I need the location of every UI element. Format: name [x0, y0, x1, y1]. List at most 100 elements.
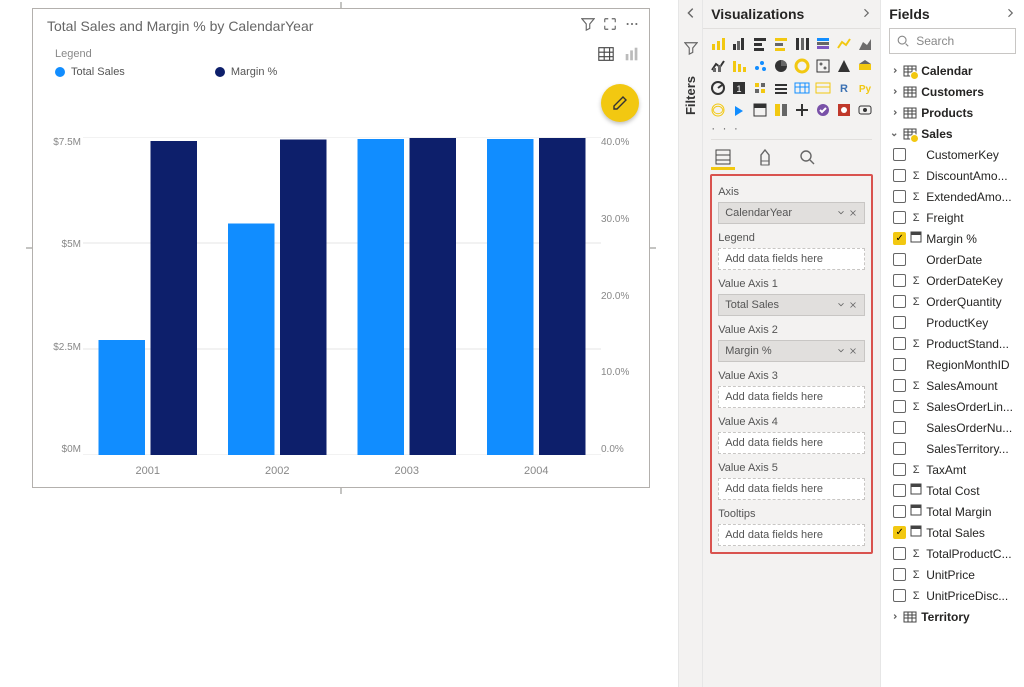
- table-row[interactable]: ⌄Calendar: [885, 60, 1020, 81]
- filters-label: Filters: [683, 76, 698, 115]
- viz-type-icon[interactable]: [793, 79, 811, 97]
- viz-type-icon[interactable]: R: [835, 79, 853, 97]
- format-tab-icon[interactable]: [755, 146, 775, 168]
- field-row[interactable]: SalesOrderNu...: [885, 417, 1020, 438]
- viz-type-icon[interactable]: [772, 57, 790, 75]
- svg-text:Py: Py: [859, 84, 872, 95]
- field-row[interactable]: ProductKey: [885, 312, 1020, 333]
- field-well[interactable]: Total Sales: [718, 294, 865, 316]
- viz-type-icon[interactable]: [814, 101, 832, 119]
- table-row[interactable]: ⌄Territory: [885, 606, 1020, 627]
- viz-type-icon[interactable]: [709, 35, 727, 53]
- field-well[interactable]: Add data fields here: [718, 478, 865, 500]
- viz-type-icon[interactable]: [856, 101, 874, 119]
- viz-gallery: 1 R Py: [703, 29, 880, 121]
- table-row[interactable]: ⌄Sales: [885, 123, 1020, 144]
- viz-type-icon[interactable]: [835, 101, 853, 119]
- chart-plot: [83, 137, 601, 455]
- field-well[interactable]: Add data fields here: [718, 386, 865, 408]
- viz-type-icon[interactable]: 1: [730, 79, 748, 97]
- viz-type-icon[interactable]: [751, 79, 769, 97]
- field-row[interactable]: ΣFreight: [885, 207, 1020, 228]
- chevron-right-icon[interactable]: [860, 6, 872, 22]
- viz-type-icon[interactable]: Py: [856, 79, 874, 97]
- well-label: Value Axis 5: [718, 462, 865, 474]
- field-row[interactable]: ✓Margin %: [885, 228, 1020, 249]
- field-row[interactable]: Total Margin: [885, 501, 1020, 522]
- field-row[interactable]: ΣSalesAmount: [885, 375, 1020, 396]
- fields-search[interactable]: Search: [889, 28, 1016, 54]
- field-well[interactable]: Add data fields here: [718, 524, 865, 546]
- viz-type-icon[interactable]: [793, 101, 811, 119]
- viz-type-icon[interactable]: [730, 35, 748, 53]
- viz-type-icon[interactable]: [856, 35, 874, 53]
- field-row[interactable]: ΣOrderQuantity: [885, 291, 1020, 312]
- viz-type-icon[interactable]: [814, 57, 832, 75]
- field-well[interactable]: Margin %: [718, 340, 865, 362]
- viz-type-icon[interactable]: [751, 57, 769, 75]
- field-row[interactable]: ΣProductStand...: [885, 333, 1020, 354]
- legend-item[interactable]: Total Sales: [55, 66, 125, 78]
- fields-tab-icon[interactable]: [713, 146, 733, 168]
- viz-type-icon[interactable]: [835, 57, 853, 75]
- field-row[interactable]: RegionMonthID: [885, 354, 1020, 375]
- viz-more[interactable]: · · ·: [703, 121, 880, 139]
- viz-type-icon[interactable]: [709, 101, 727, 119]
- well-label: Value Axis 2: [718, 324, 865, 336]
- legend-item[interactable]: Margin %: [215, 66, 277, 78]
- well-label: Axis: [718, 186, 865, 198]
- field-row[interactable]: Total Cost: [885, 480, 1020, 501]
- field-row[interactable]: CustomerKey: [885, 144, 1020, 165]
- viz-type-icon[interactable]: [793, 57, 811, 75]
- field-well[interactable]: Add data fields here: [718, 248, 865, 270]
- field-row[interactable]: ΣExtendedAmo...: [885, 186, 1020, 207]
- chevron-right-icon[interactable]: [1004, 6, 1016, 22]
- viz-type-icon[interactable]: [814, 79, 832, 97]
- field-row[interactable]: ΣUnitPrice: [885, 564, 1020, 585]
- viz-type-icon[interactable]: [772, 101, 790, 119]
- viz-type-icon[interactable]: [730, 101, 748, 119]
- viz-type-icon[interactable]: [856, 57, 874, 75]
- field-row[interactable]: ΣUnitPriceDisc...: [885, 585, 1020, 606]
- viz-type-icon[interactable]: [730, 57, 748, 75]
- analytics-tab-icon[interactable]: [797, 146, 817, 168]
- field-row[interactable]: ΣTaxAmt: [885, 459, 1020, 480]
- well-label: Value Axis 1: [718, 278, 865, 290]
- fields-pane: Fields Search ⌄Calendar⌄Customers⌄Produc…: [881, 0, 1024, 687]
- chart-title: Total Sales and Margin % by CalendarYear: [47, 18, 581, 34]
- chevron-left-icon[interactable]: [684, 6, 698, 23]
- field-row[interactable]: ΣOrderDateKey: [885, 270, 1020, 291]
- field-row[interactable]: OrderDate: [885, 249, 1020, 270]
- focus-icon[interactable]: [603, 17, 617, 34]
- viz-type-icon[interactable]: [709, 79, 727, 97]
- viz-type-icon[interactable]: [814, 35, 832, 53]
- fields-title: Fields: [889, 6, 1004, 22]
- viz-type-icon[interactable]: [835, 35, 853, 53]
- field-row[interactable]: ΣSalesOrderLin...: [885, 396, 1020, 417]
- more-icon[interactable]: [625, 17, 639, 34]
- field-well[interactable]: CalendarYear: [718, 202, 865, 224]
- filter-icon[interactable]: [581, 17, 595, 34]
- field-row[interactable]: ✓Total Sales: [885, 522, 1020, 543]
- chart-visual[interactable]: Total Sales and Margin % by CalendarYear…: [32, 8, 650, 488]
- chart-view-icon[interactable]: [621, 43, 643, 65]
- viz-type-icon[interactable]: [772, 35, 790, 53]
- well-label: Value Axis 3: [718, 370, 865, 382]
- field-row[interactable]: ΣDiscountAmo...: [885, 165, 1020, 186]
- viz-type-icon[interactable]: [709, 57, 727, 75]
- viz-type-icon[interactable]: [772, 79, 790, 97]
- filter-icon: [684, 41, 698, 58]
- table-view-icon[interactable]: [595, 43, 617, 65]
- viz-type-icon[interactable]: [793, 35, 811, 53]
- edit-fab[interactable]: [601, 84, 639, 122]
- viz-type-icon[interactable]: [751, 35, 769, 53]
- viz-type-icon[interactable]: [751, 101, 769, 119]
- visualizations-title: Visualizations: [711, 6, 860, 22]
- field-row[interactable]: ΣTotalProductC...: [885, 543, 1020, 564]
- field-row[interactable]: SalesTerritory...: [885, 438, 1020, 459]
- field-well[interactable]: Add data fields here: [718, 432, 865, 454]
- table-row[interactable]: ⌄Products: [885, 102, 1020, 123]
- table-row[interactable]: ⌄Customers: [885, 81, 1020, 102]
- report-canvas[interactable]: Total Sales and Margin % by CalendarYear…: [0, 0, 678, 687]
- filters-pane-collapsed[interactable]: Filters: [678, 0, 703, 687]
